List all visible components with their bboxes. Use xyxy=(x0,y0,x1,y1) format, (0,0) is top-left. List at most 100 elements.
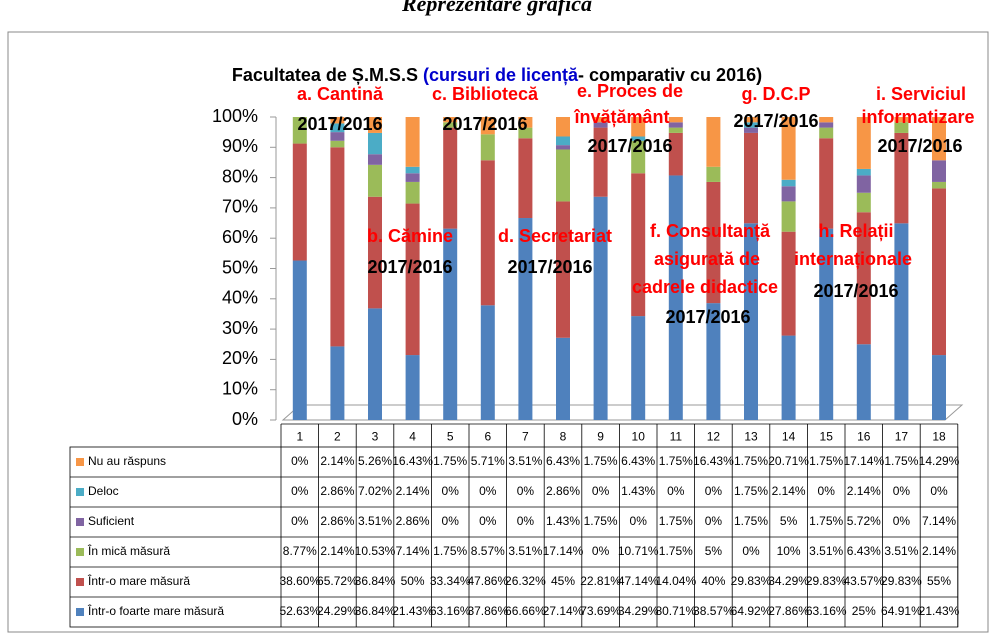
annotation: 2017/2016 xyxy=(587,136,672,156)
x-tick-label: 5 xyxy=(447,430,454,444)
bar-segment xyxy=(856,117,871,169)
bar-segment xyxy=(668,127,683,133)
annotation: cadrele didactice xyxy=(632,277,778,297)
data-label: 0% xyxy=(592,544,610,558)
x-tick-label: 15 xyxy=(820,430,834,444)
bar-segment xyxy=(330,116,345,124)
data-label: 5% xyxy=(705,544,723,558)
bar-segment xyxy=(631,316,646,420)
data-label: 10% xyxy=(777,544,801,558)
data-label: 0% xyxy=(291,514,309,528)
x-tick-label: 6 xyxy=(484,430,491,444)
bar-segment xyxy=(631,173,646,317)
data-label: 2.14% xyxy=(320,454,354,468)
data-label: 36.84% xyxy=(355,574,396,588)
bar-segment xyxy=(556,149,570,202)
data-label: 0% xyxy=(517,484,535,498)
bar-segment xyxy=(330,346,345,420)
bar-segment xyxy=(932,188,946,356)
data-label: 26.32% xyxy=(505,574,546,588)
x-tick-label: 4 xyxy=(409,430,416,444)
data-label: 1.75% xyxy=(584,514,618,528)
bar-segment xyxy=(894,132,909,224)
data-label: 5% xyxy=(780,514,798,528)
bar-segment xyxy=(781,335,796,420)
data-label: 24.29% xyxy=(317,604,358,618)
legend-swatch xyxy=(76,578,84,586)
data-label: 43.57% xyxy=(843,574,884,588)
bar-segment xyxy=(556,117,570,137)
x-tick-label: 9 xyxy=(597,430,604,444)
bar-segment xyxy=(443,117,458,123)
bar-segment xyxy=(368,164,382,197)
legend-swatch xyxy=(76,548,84,556)
bar-segment xyxy=(706,181,721,304)
data-label: 36.84% xyxy=(355,604,396,618)
data-label: 0% xyxy=(479,484,497,498)
data-label: 16.43% xyxy=(392,454,433,468)
data-label: 17.14% xyxy=(543,544,584,558)
bar-segment xyxy=(706,166,721,182)
data-label: 1.75% xyxy=(659,514,693,528)
bar-segment xyxy=(593,196,608,420)
data-label: 64.91% xyxy=(881,604,922,618)
bar-segment xyxy=(405,355,420,420)
data-label: 6.43% xyxy=(621,454,655,468)
data-label: 55% xyxy=(927,574,951,588)
data-label: 2.14% xyxy=(922,544,956,558)
data-label: 45% xyxy=(551,574,575,588)
bar-segment xyxy=(781,231,796,336)
data-label: 14.04% xyxy=(655,574,696,588)
data-label: 0% xyxy=(442,484,460,498)
bar-segment xyxy=(443,228,458,420)
bar-segment xyxy=(668,117,683,123)
bar-segment xyxy=(744,117,758,123)
bar-segment xyxy=(405,166,420,174)
y-tick-label: 80% xyxy=(222,166,258,186)
annotation: 2017/2016 xyxy=(665,307,750,327)
data-label: 21.43% xyxy=(392,604,433,618)
bar-segment xyxy=(668,122,683,128)
data-label: 33.34% xyxy=(430,574,471,588)
data-label: 0% xyxy=(667,484,685,498)
data-label: 34.29% xyxy=(768,574,809,588)
legend-swatch xyxy=(76,518,84,526)
annotation: h. Relații xyxy=(818,221,893,241)
data-label: 80.71% xyxy=(655,604,696,618)
data-label: 3.51% xyxy=(358,514,392,528)
data-label: 5.71% xyxy=(471,454,505,468)
bar-segment xyxy=(856,175,871,193)
bar-segment xyxy=(819,228,834,420)
y-tick-label: 50% xyxy=(222,257,258,277)
bar-segment xyxy=(932,117,946,161)
x-tick-label: 7 xyxy=(522,430,529,444)
page-header: Reprezentare grafică xyxy=(401,0,592,16)
bar-segment xyxy=(781,179,796,187)
chart-border xyxy=(7,31,989,633)
chart-title: Facultatea de Ș.M.S.S (cursuri de licenț… xyxy=(232,65,762,85)
bar-segment xyxy=(856,212,871,345)
annotation: b. Cămine xyxy=(367,226,453,246)
data-label: 29.83% xyxy=(881,574,922,588)
data-label: 27.14% xyxy=(543,604,584,618)
x-tick-label: 1 xyxy=(296,430,303,444)
bar-segment xyxy=(518,117,533,128)
bar-segment xyxy=(480,134,495,161)
data-label: 7.14% xyxy=(922,514,956,528)
bar-segment xyxy=(781,201,796,232)
data-label: 1.75% xyxy=(659,544,693,558)
data-label: 65.72% xyxy=(317,574,358,588)
annotation: d. Secretariat xyxy=(498,226,612,246)
data-label: 3.51% xyxy=(508,454,542,468)
bar-segment xyxy=(932,355,946,420)
bar-segment xyxy=(706,117,721,167)
data-label: 2.14% xyxy=(396,484,430,498)
bar-segment xyxy=(405,117,420,167)
data-label: 0% xyxy=(893,514,911,528)
legend-swatch xyxy=(76,488,84,496)
annotation: a. Cantină xyxy=(297,84,384,104)
bar-segment xyxy=(405,181,420,204)
annotation: informatizare xyxy=(861,107,974,127)
bar-segment xyxy=(631,136,646,141)
annotation: 2017/2016 xyxy=(367,257,452,277)
